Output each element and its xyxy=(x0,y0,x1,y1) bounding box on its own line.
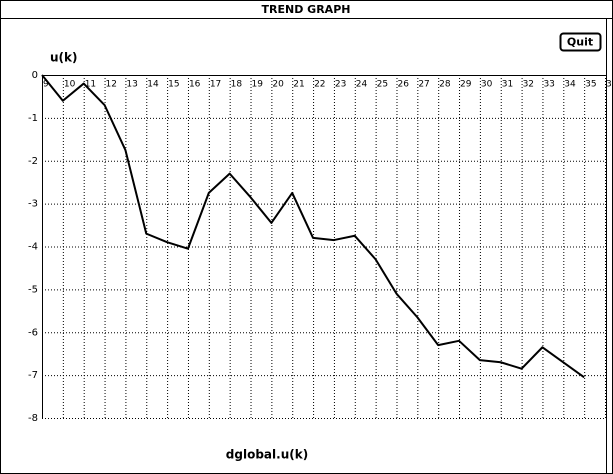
y-tick-label: -1 xyxy=(28,113,38,124)
y-tick-label: -6 xyxy=(28,327,38,338)
x-axis-label: dglobal.u(k) xyxy=(226,448,308,462)
y-tick-label: -7 xyxy=(28,370,38,381)
x-tick-label: 17 xyxy=(210,80,221,90)
x-tick-label: 24 xyxy=(356,80,368,90)
x-tick-label: 14 xyxy=(147,80,159,90)
x-tick-label: 33 xyxy=(543,80,554,90)
data-line xyxy=(41,74,585,379)
y-tick-label: -5 xyxy=(28,284,38,295)
x-tick-label: 21 xyxy=(293,80,304,90)
x-tick-label: 29 xyxy=(460,80,472,90)
x-tick-label: 26 xyxy=(397,80,409,90)
x-tick-label: 27 xyxy=(418,80,429,90)
y-tick-label: 0 xyxy=(32,70,38,81)
window-title: TREND GRAPH xyxy=(262,3,351,16)
quit-button[interactable]: Quit xyxy=(559,32,602,52)
y-tick-label: -2 xyxy=(28,156,38,167)
x-tick-label: 19 xyxy=(252,80,264,90)
y-tick-label: -3 xyxy=(28,199,38,210)
x-tick-label: 10 xyxy=(64,80,76,90)
button-label[interactable]: Quit xyxy=(567,36,593,49)
x-tick-label: 31 xyxy=(502,80,513,90)
x-tick-label: 20 xyxy=(272,80,284,90)
x-tick-label: 30 xyxy=(481,80,493,90)
button-frame[interactable] xyxy=(559,32,602,52)
x-tick-label: 15 xyxy=(168,80,179,90)
x-tick-label: 22 xyxy=(314,80,325,90)
x-tick-label: 12 xyxy=(106,80,117,90)
x-tick-label: 36 xyxy=(606,80,613,90)
y-tick-label: -8 xyxy=(28,413,38,424)
x-tick-label: 11 xyxy=(85,80,96,90)
x-tick-label: 25 xyxy=(377,80,388,90)
x-tick-label: 16 xyxy=(189,80,201,90)
x-tick-label: 23 xyxy=(335,80,346,90)
y-tick-label: -4 xyxy=(28,242,38,253)
x-tick-label: 28 xyxy=(439,80,451,90)
x-tick-label: 9 xyxy=(43,80,49,90)
x-tick-label: 35 xyxy=(585,80,596,90)
y-axis-label: u(k) xyxy=(50,51,78,65)
x-tick-label: 13 xyxy=(126,80,137,90)
x-tick-label: 18 xyxy=(231,80,243,90)
x-tick-label: 32 xyxy=(523,80,534,90)
x-tick-label: 34 xyxy=(564,80,576,90)
